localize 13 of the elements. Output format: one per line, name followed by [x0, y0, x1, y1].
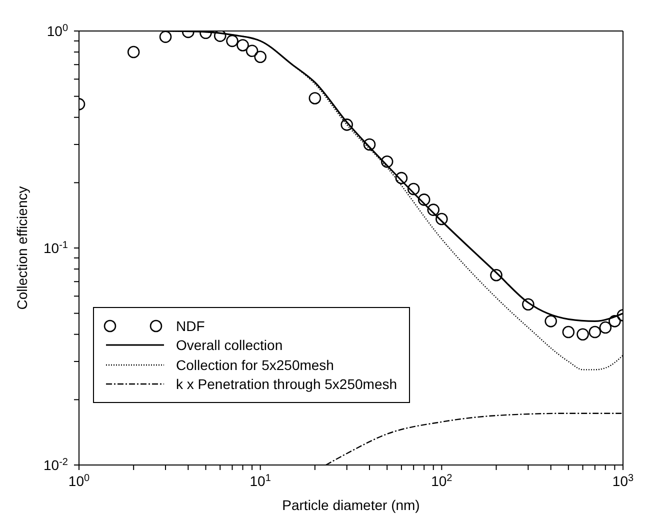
legend-label: Collection for 5x250mesh [176, 356, 334, 373]
x-tick-label: 10$^{3}$ [612, 472, 634, 489]
x-tick-label: 10$^{2}$ [431, 472, 453, 489]
legend-label: NDF [176, 318, 205, 334]
y-tick-label: 10$^{-1}$ [44, 240, 68, 256]
y-tick-label: 10$^{0}$ [46, 22, 68, 39]
x-tick-label: 10$^{1}$ [250, 472, 272, 489]
legend-label: k x Penetration through 5x250mesh [176, 376, 398, 392]
x-tick-label: 10$^{0}$ [68, 472, 90, 489]
x-axis-title: Particle diameter (nm) [282, 497, 420, 513]
y-axis-title: Collection efficiency [14, 186, 30, 310]
legend-label: Overall collection [176, 337, 283, 354]
y-tick-label: 10$^{-2}$ [44, 456, 68, 473]
